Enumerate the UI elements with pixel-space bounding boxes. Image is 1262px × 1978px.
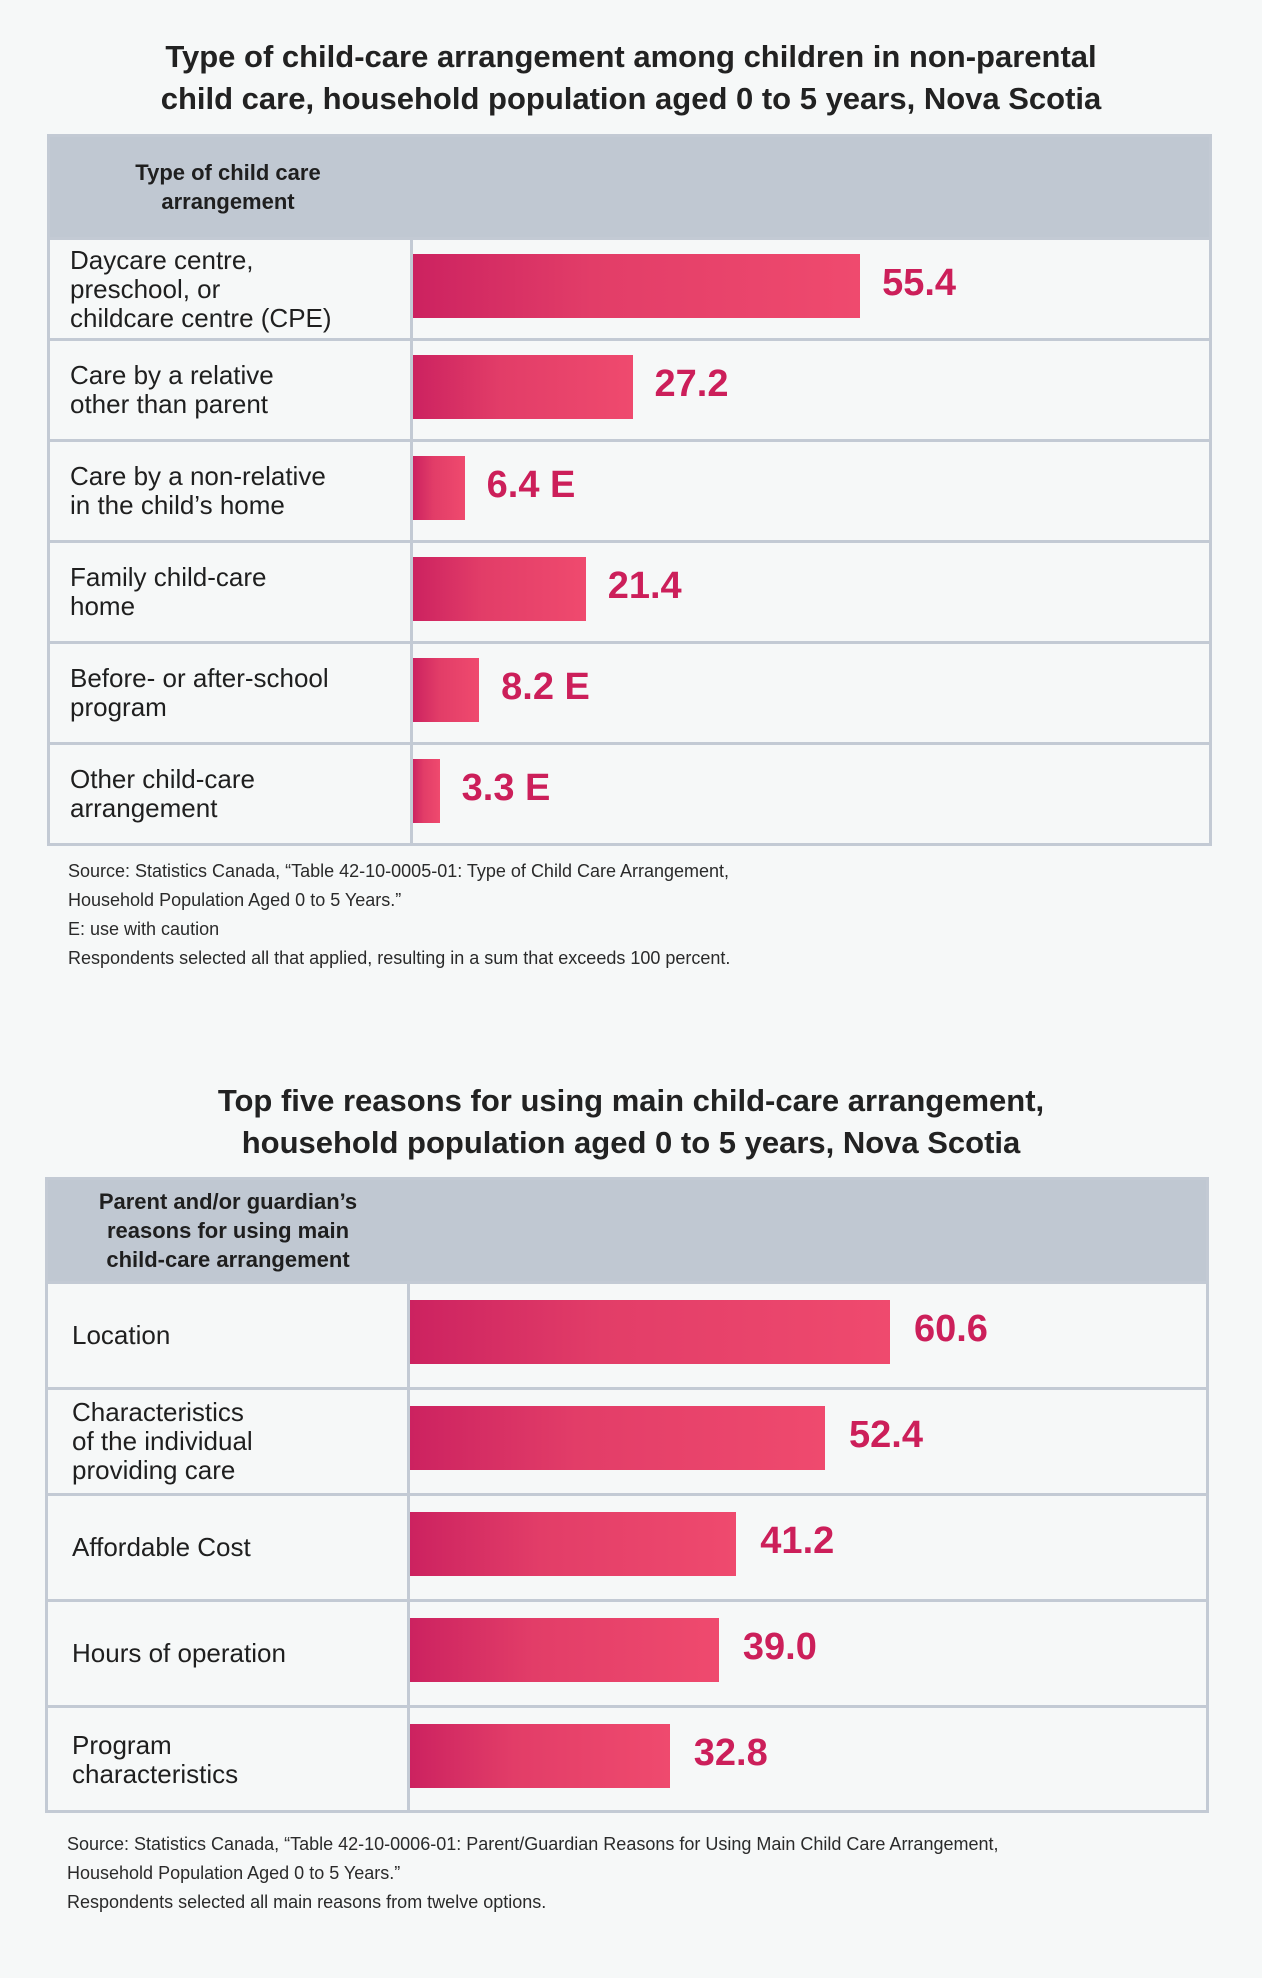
- chart2-notes: Source: Statistics Canada, “Table 42-10-…: [67, 1830, 999, 1917]
- chart1-row: Family child-care home 21.4: [50, 540, 1209, 641]
- value-label: 3.3 E: [461, 767, 551, 809]
- chart1-source-line-1: Source: Statistics Canada, “Table 42-10-…: [68, 861, 730, 881]
- value-label: 32.8: [693, 1732, 768, 1774]
- bar: [410, 1406, 825, 1470]
- chart1-row: Care by a relative other than parent 27.2: [50, 338, 1209, 439]
- chart1-row: Daycare centre, preschool, or childcare …: [50, 237, 1209, 338]
- chart1-title-line-2: child care, household population aged 0 …: [160, 81, 1102, 116]
- value-label: 27.2: [654, 363, 729, 405]
- chart1-row: Other child-care arrangement 3.3 E: [50, 742, 1209, 843]
- bar: [413, 254, 861, 318]
- chart2-title: Top five reasons for using main child-ca…: [0, 1080, 1262, 1164]
- category-label: Care by a relative other than parent: [50, 341, 413, 439]
- bar: [413, 355, 633, 419]
- chart1-column-header: Type of child care arrangement: [135, 160, 321, 214]
- value-label: 8.2 E: [501, 666, 590, 708]
- chart1-row: Care by a non-relative in the child’s ho…: [50, 439, 1209, 540]
- category-label: Before- or after-school program: [50, 644, 413, 742]
- chart1-caution-note: E: use with caution: [68, 919, 220, 939]
- category-label: Hours of operation: [48, 1602, 410, 1705]
- bar: [413, 456, 465, 520]
- chart2-title-line-2: household population aged 0 to 5 years, …: [241, 1125, 1021, 1160]
- bar: [410, 1724, 670, 1788]
- value-label: 52.4: [849, 1414, 923, 1456]
- bar: [410, 1618, 719, 1682]
- category-label: Location: [48, 1284, 410, 1387]
- chart2-row: Location 60.6: [48, 1281, 1206, 1387]
- bar: [410, 1512, 737, 1576]
- value-label: 60.6: [913, 1308, 988, 1350]
- chart2-row: Characteristics of the individual provid…: [48, 1387, 1206, 1493]
- chart1-row: Before- or after-school program 8.2 E: [50, 641, 1209, 742]
- chart2-respondents-note: Respondents selected all main reasons fr…: [67, 1892, 547, 1912]
- value-label: 21.4: [607, 565, 682, 607]
- chart2-row: Affordable Cost 41.2: [48, 1493, 1206, 1599]
- bar: [413, 759, 440, 823]
- chart1-respondents-note: Respondents selected all that applied, r…: [68, 948, 731, 968]
- chart2-source-line-1: Source: Statistics Canada, “Table 42-10-…: [67, 1834, 999, 1854]
- chart2-source-line-2: Household Population Aged 0 to 5 Years.”: [67, 1863, 401, 1883]
- chart1-source-line-2: Household Population Aged 0 to 5 Years.”: [68, 890, 402, 910]
- chart2-row: Program characteristics 32.8: [48, 1705, 1206, 1811]
- value-label: 41.2: [760, 1520, 835, 1562]
- chart1-table: Type of child care arrangement Daycare c…: [47, 134, 1212, 846]
- bar: [410, 1300, 890, 1364]
- category-label: Other child-care arrangement: [50, 745, 413, 843]
- category-label: Affordable Cost: [48, 1496, 410, 1599]
- chart2-table-header: Parent and/or guardian’s reasons for usi…: [48, 1180, 1206, 1281]
- category-label: Program characteristics: [48, 1708, 410, 1811]
- chart1-title: Type of child-care arrangement among chi…: [0, 36, 1262, 120]
- chart1-notes: Source: Statistics Canada, “Table 42-10-…: [68, 857, 730, 973]
- chart2-column-header: Parent and/or guardian’s reasons for usi…: [98, 1189, 358, 1272]
- value-label: 39.0: [742, 1626, 817, 1668]
- bar: [413, 658, 480, 722]
- chart2-table: Parent and/or guardian’s reasons for usi…: [45, 1177, 1209, 1813]
- chart2-row: Hours of operation 39.0: [48, 1599, 1206, 1705]
- bar: [413, 557, 586, 621]
- category-label: Characteristics of the individual provid…: [48, 1390, 410, 1493]
- value-label: 6.4 E: [486, 464, 576, 506]
- chart2-title-line-1: Top five reasons for using main child-ca…: [217, 1083, 1045, 1118]
- category-label: Care by a non-relative in the child’s ho…: [50, 442, 413, 540]
- chart1-title-line-1: Type of child-care arrangement among chi…: [165, 39, 1097, 74]
- value-label: 55.4: [882, 262, 957, 304]
- chart1-table-header: Type of child care arrangement: [50, 137, 1209, 237]
- category-label: Daycare centre, preschool, or childcare …: [50, 240, 413, 338]
- category-label: Family child-care home: [50, 543, 413, 641]
